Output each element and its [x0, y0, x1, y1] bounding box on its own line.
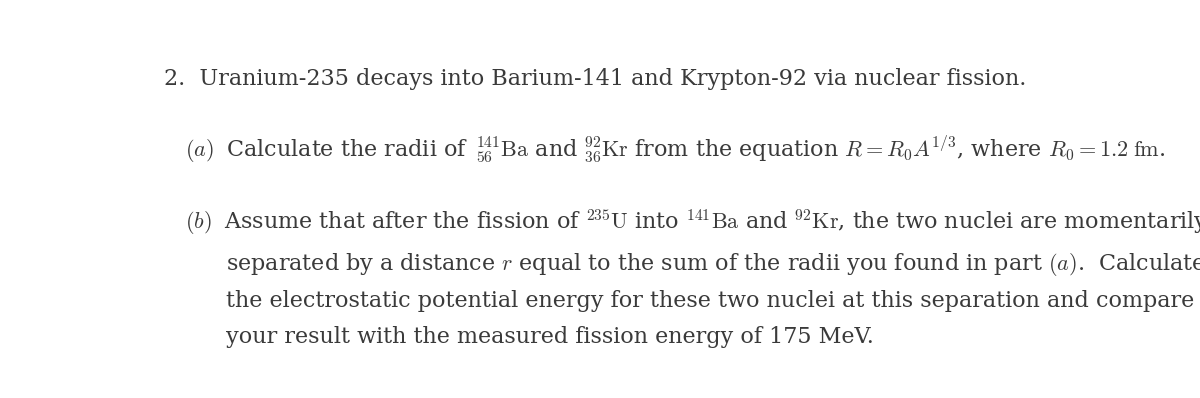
Text: $(b)\;$ Assume that after the fission of ${}^{235}\mathrm{U}$ into ${}^{141}\mat: $(b)\;$ Assume that after the fission of… — [185, 207, 1200, 236]
Text: $(a)\;$ Calculate the radii of $\,{}^{141}_{56}\mathrm{Ba}$ and ${}^{92}_{36}\ma: $(a)\;$ Calculate the radii of $\,{}^{14… — [185, 134, 1165, 165]
Text: separated by a distance $r$ equal to the sum of the radii you found in part $(a): separated by a distance $r$ equal to the… — [227, 251, 1200, 278]
Text: the electrostatic potential energy for these two nuclei at this separation and c: the electrostatic potential energy for t… — [227, 290, 1194, 312]
Text: your result with the measured fission energy of 175 MeV.: your result with the measured fission en… — [227, 326, 874, 347]
Text: 2.  Uranium-235 decays into Barium-141 and Krypton-92 via nuclear fission.: 2. Uranium-235 decays into Barium-141 an… — [164, 68, 1026, 90]
